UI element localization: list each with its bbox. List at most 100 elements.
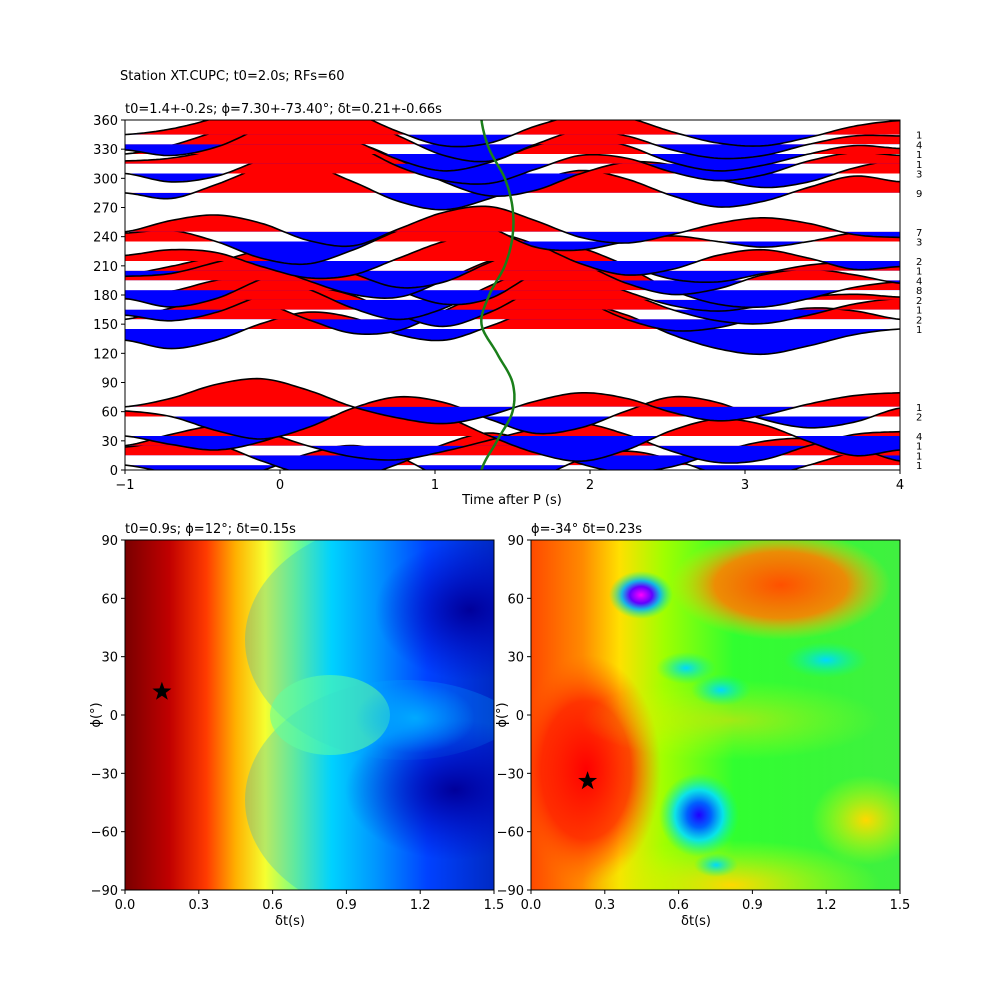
rf-negative-fill — [125, 241, 900, 265]
bin-count-165: 1 — [916, 306, 922, 317]
bin-count-305: 3 — [916, 169, 922, 180]
x-tick-label: 3 — [741, 478, 749, 493]
y-tick-label: 210 — [93, 260, 118, 275]
rf-negative-fill — [125, 455, 900, 470]
rf-positive-fill — [125, 206, 842, 232]
rf-section-xlabel: Time after P (s) — [461, 493, 562, 508]
x-tick-label: 1.2 — [816, 898, 837, 913]
x-tick-label: 0 — [276, 478, 284, 493]
x-tick-label: 1 — [431, 478, 439, 493]
rf-trace-345 — [125, 120, 900, 148]
y-tick-label: 30 — [101, 651, 118, 666]
energy-grid-right-axes: 0.0 0.3 0.6 0.9 1.2 1.5 −90 −60 −30 0 30 60 90 — [497, 534, 911, 913]
energy-grid-right-title: ϕ=-34° δt=0.23s — [531, 522, 642, 537]
y-tick-label: 300 — [93, 172, 118, 187]
x-tick-label: 0.3 — [188, 898, 209, 913]
rf-negative-fill — [125, 280, 900, 299]
x-tick-label: 0.0 — [115, 898, 136, 913]
hsv-cyan-2 — [691, 674, 751, 706]
bin-count-285: 9 — [916, 189, 922, 200]
rf-negative-fill — [125, 154, 900, 171]
y-tick-label: 60 — [101, 592, 118, 607]
y-tick-label: 0 — [516, 709, 524, 724]
x-tick-label: 2 — [586, 478, 594, 493]
rf-positive-fill — [125, 268, 900, 300]
x-tick-label: −1 — [115, 478, 134, 493]
y-tick-label: −30 — [91, 767, 118, 782]
energy-grid-right-xlabel: δt(s) — [681, 914, 711, 929]
hsv-orange-top — [671, 540, 891, 640]
rf-negative-fill — [125, 445, 809, 463]
bin-count-335: 4 — [916, 140, 922, 151]
y-tick-label: 270 — [93, 202, 118, 217]
bin-count-315: 1 — [916, 160, 922, 171]
y-tick-label: 90 — [507, 534, 524, 549]
x-tick-label: 0.6 — [262, 898, 283, 913]
x-tick-label: 4 — [896, 478, 904, 493]
rf-positive-fill — [125, 233, 900, 261]
bin-count-55: 2 — [916, 413, 922, 424]
y-tick-label: 60 — [101, 406, 118, 421]
rf-negative-fill — [125, 465, 900, 470]
rf-negative-fill — [125, 435, 900, 462]
hsv-cyan-3 — [784, 642, 868, 678]
hsv-yellow-mid — [581, 680, 881, 760]
rf-section-panel: t0=1.4+-0.2s; ϕ=7.30+-73.40°; δt=0.21+-0… — [93, 102, 922, 508]
x-tick-label: 1.2 — [410, 898, 431, 913]
y-tick-label: 90 — [101, 377, 118, 392]
best-fit-star — [152, 681, 172, 700]
rf-negative-fill — [125, 134, 821, 147]
energy-grid-right-panel: ϕ=-34° δt=0.23s 0.0 0.3 0.6 0.9 1.2 1.5 −90 −60… — [495, 522, 911, 929]
rf-trace-35 — [125, 404, 900, 463]
rf-negative-fill — [125, 416, 900, 439]
energy-grid-left-ylabel: ϕ(°) — [89, 702, 104, 727]
y-tick-label: 360 — [93, 114, 118, 129]
x-tick-label: 1.5 — [484, 898, 505, 913]
x-tick-label: 1.5 — [890, 898, 911, 913]
rf-negative-fill — [125, 173, 837, 197]
y-tick-label: 30 — [507, 651, 524, 666]
rf-negative-fill — [125, 192, 900, 210]
rf-trace-line — [125, 255, 900, 309]
bin-count-155: 2 — [916, 315, 922, 326]
x-tick-label: 0.9 — [742, 898, 763, 913]
rf-trace-line — [125, 395, 900, 440]
rf-negative-fill — [125, 329, 900, 355]
y-tick-label: 240 — [93, 231, 118, 246]
jet-minimum-upper — [375, 540, 494, 680]
y-tick-label: 120 — [93, 347, 118, 362]
rf-positive-fill — [125, 120, 900, 135]
rf-negative-fill — [125, 309, 831, 327]
x-tick-label: 0.0 — [521, 898, 542, 913]
bin-count-215: 2 — [916, 257, 922, 268]
energy-grid-right-ylabel: ϕ(°) — [495, 702, 510, 727]
best-fit-star — [578, 771, 598, 790]
bin-count-25: 1 — [916, 442, 922, 453]
energy-grid-left-xlabel: δt(s) — [275, 914, 305, 929]
y-tick-label: −60 — [497, 826, 524, 841]
hsv-minimum-top — [609, 571, 673, 619]
y-tick-label: 60 — [507, 592, 524, 607]
figure-suptitle: Station XT.CUPC; t0=2.0s; RFs=60 — [120, 69, 345, 84]
y-tick-label: −60 — [91, 826, 118, 841]
y-tick-label: 30 — [101, 435, 118, 450]
y-tick-label: −30 — [497, 767, 524, 782]
x-tick-label: 0.3 — [594, 898, 615, 913]
bin-count-145: 1 — [916, 325, 922, 336]
rf-trace-line — [125, 404, 900, 463]
y-tick-label: 0 — [110, 709, 118, 724]
hsv-yellow-right — [811, 775, 900, 865]
rf-negative-fill — [125, 290, 900, 308]
y-tick-label: 180 — [93, 289, 118, 304]
jet-minimum-lower — [345, 720, 494, 860]
rf-section-title: t0=1.4+-0.2s; ϕ=7.30+-73.40°; δt=0.21+-0… — [125, 102, 442, 117]
bin-count-345: 1 — [916, 131, 922, 142]
rf-trace-line — [125, 120, 900, 148]
bin-count-5: 1 — [916, 461, 922, 472]
jet-wedge — [270, 675, 390, 755]
jet-light-band — [355, 683, 475, 753]
y-tick-label: −90 — [91, 884, 118, 899]
rf-positive-fill — [224, 120, 900, 145]
